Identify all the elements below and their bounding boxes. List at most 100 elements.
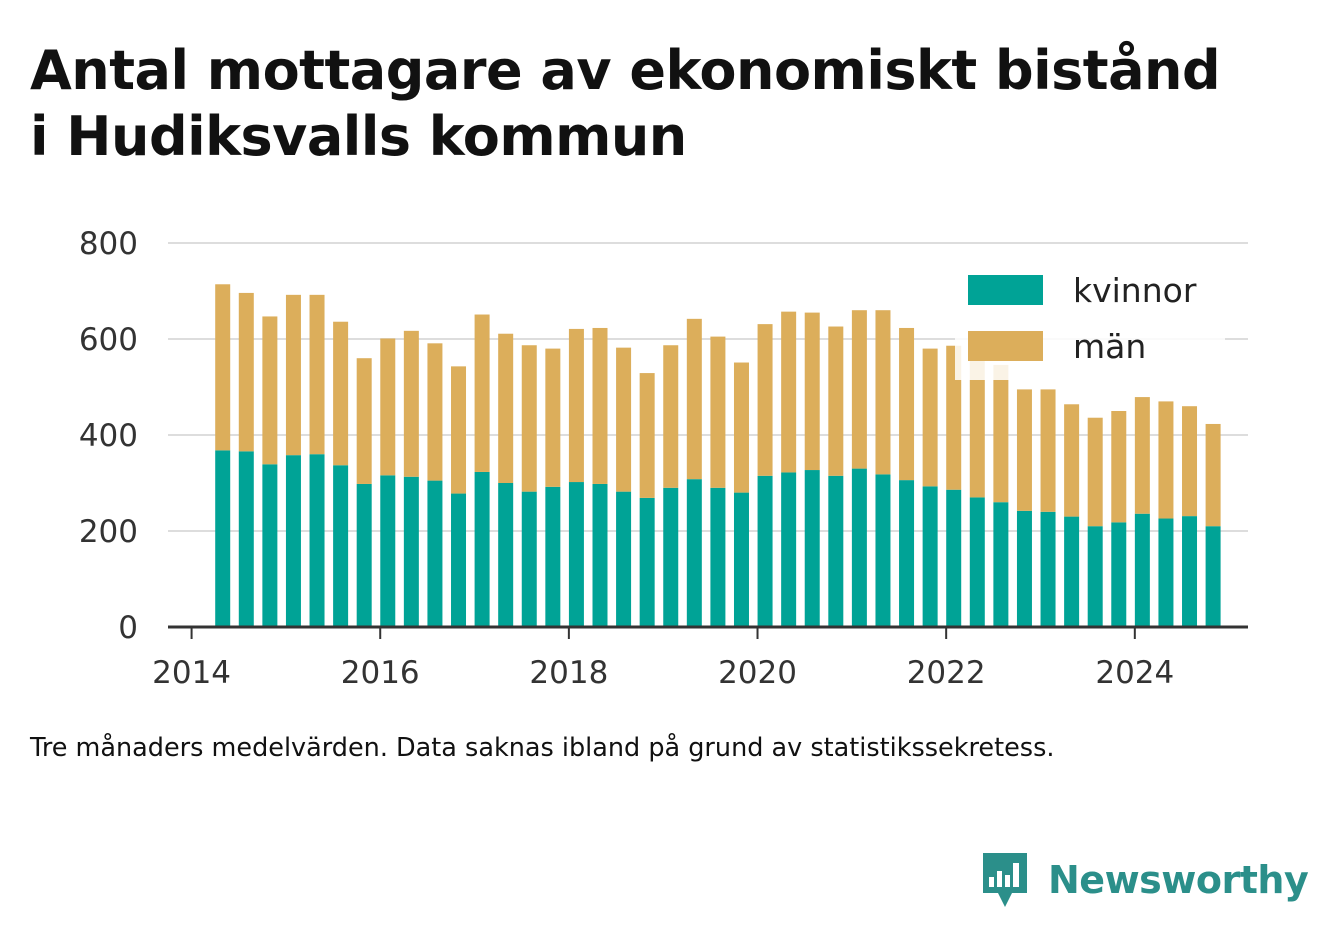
bar-kvinnor [262,464,278,627]
brand-name: Newsworthy [1048,858,1309,902]
bar-man [757,324,773,476]
bar-kvinnor [474,471,490,627]
y-tick-label: 800 [79,226,138,262]
bar-man [686,318,702,480]
bar-kvinnor [309,454,325,627]
series-kvinnor-bars [215,450,1221,627]
bar-man [451,366,467,494]
x-tick-label: 2014 [152,655,231,691]
bar-kvinnor [1040,511,1056,627]
bar-kvinnor [568,482,584,627]
bar-kvinnor [1158,518,1174,627]
bar-kvinnor [922,486,938,627]
bar-kvinnor [899,480,915,627]
bar-man [1040,389,1056,512]
x-tick-label: 2020 [718,655,797,691]
chart-title-line-1: Antal mottagare av ekonomiskt bistånd [30,39,1221,102]
bar-kvinnor [1111,522,1127,627]
bar-kvinnor [663,487,679,627]
bar-man [356,358,372,484]
x-tick-label: 2016 [341,655,420,691]
bar-kvinnor [946,489,962,627]
bar-kvinnor [592,483,608,627]
legend-swatch [968,275,1043,305]
bar-kvinnor [1182,516,1198,627]
bar-man [851,310,867,469]
bar-kvinnor [710,487,726,627]
bar-kvinnor [1205,526,1221,627]
bar-kvinnor [356,483,372,627]
bar-man [333,321,349,466]
bar-kvinnor [804,470,820,627]
bar-man [498,333,514,483]
y-tick-label: 0 [118,610,138,646]
bar-man [380,338,396,476]
bar-man [592,327,608,484]
y-tick-label: 200 [79,514,138,550]
bar-kvinnor [686,479,702,627]
legend: kvinnor män [955,262,1225,380]
x-tick-label: 2022 [907,655,986,691]
bar-kvinnor [1016,510,1032,627]
bar-man [828,326,844,476]
footnote: Tre månaders medelvärden. Data saknas ib… [30,733,1055,763]
bar-man [1064,404,1080,517]
bar-man [309,294,325,455]
bar-man [1016,389,1032,511]
bar-man [1134,397,1150,514]
chart-title: Antal mottagare av ekonomiskt bistånd i … [30,38,1300,170]
bar-kvinnor [1064,516,1080,627]
bar-man [215,284,231,451]
bar-man [946,345,962,490]
bar-man [969,347,985,498]
bar-man [262,316,278,465]
series-man-bars [215,284,1221,527]
bar-kvinnor [498,483,514,627]
bar-kvinnor [993,502,1009,627]
bar-man [1158,401,1174,519]
bar-man [733,362,749,493]
y-tick-label: 400 [79,418,138,454]
bar-man [427,343,443,481]
bar-man [403,330,419,477]
bar-man [899,327,915,481]
bar-man [1205,423,1221,527]
bar-man [1087,417,1103,527]
bar-kvinnor [639,497,655,627]
bar-kvinnor [285,455,301,627]
bar-kvinnor [1134,513,1150,627]
bar-kvinnor [521,491,537,627]
bar-kvinnor [380,475,396,627]
bar-man [639,373,655,498]
x-tick-label: 2024 [1095,655,1174,691]
y-tick-label: 600 [79,322,138,358]
bar-kvinnor [757,475,773,627]
chart-title-line-2: i Hudiksvalls kommun [30,105,687,168]
bar-kvinnor [781,472,797,627]
bar-man [1182,406,1198,517]
bar-kvinnor [427,480,443,627]
bar-kvinnor [851,468,867,627]
bar-man [285,294,301,456]
legend-label: män [1073,327,1146,366]
bar-man [993,364,1009,503]
x-tick-label: 2018 [529,655,608,691]
bar-kvinnor [828,475,844,627]
bar-chart-speech-bubble-icon [983,853,1027,907]
newsworthy-brand: Newsworthy [980,848,1309,912]
bar-kvinnor [969,497,985,627]
bar-kvinnor [238,451,254,627]
bar-man [474,314,490,472]
bar-kvinnor [403,476,419,627]
bar-man [568,328,584,483]
bar-kvinnor [875,474,891,627]
bar-man [545,348,561,487]
bar-man [804,312,820,471]
bar-man [616,347,632,492]
bar-kvinnor [333,465,349,627]
bar-man [781,311,797,473]
legend-label: kvinnor [1073,271,1197,310]
bar-man [663,345,679,488]
bar-man [238,292,254,452]
